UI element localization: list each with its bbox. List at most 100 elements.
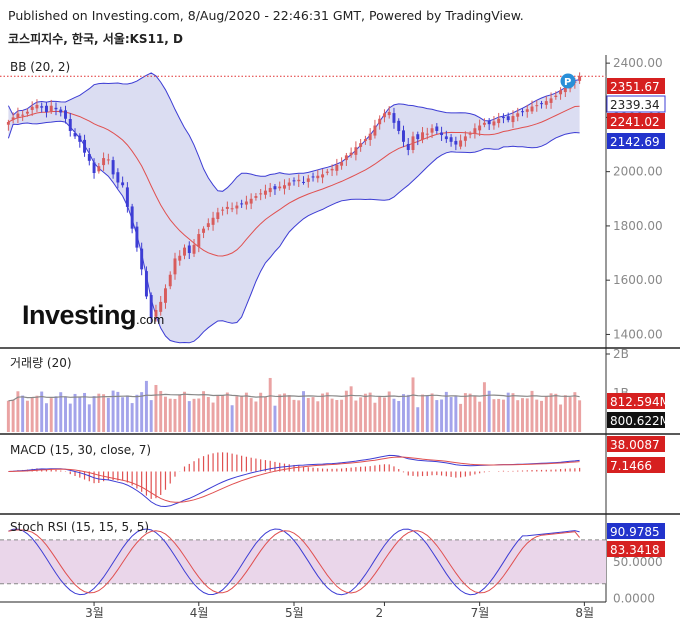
volume-bar [206, 397, 210, 432]
stoch-k-tag: 90.9785 [610, 525, 660, 539]
volume-bar [192, 398, 196, 432]
volume-bar [263, 396, 267, 432]
stoch-tick-label: 0.0000 [613, 591, 655, 605]
candle-body [263, 190, 267, 195]
volume-bar [559, 404, 563, 432]
volume-bar [473, 396, 477, 432]
candle-body [578, 76, 582, 81]
candle-body [525, 109, 529, 112]
volume-bar [187, 401, 191, 432]
candle-body [163, 288, 167, 303]
volume-bar [540, 400, 544, 432]
volume-bar [444, 391, 448, 432]
volume-bar [35, 395, 39, 432]
candle-body [154, 310, 158, 317]
volume-bar [578, 400, 582, 432]
candle-body [116, 172, 120, 183]
candle-body [11, 117, 15, 120]
candle-body [425, 133, 429, 135]
candle-body [368, 133, 372, 140]
volume-bar [173, 398, 177, 432]
volume-bar [402, 394, 405, 432]
bb-mid-tag-bg [607, 113, 665, 129]
volume-bar [149, 400, 153, 432]
volume-bar [454, 395, 458, 432]
volume-bar [183, 391, 186, 432]
candle-body [83, 139, 87, 153]
volume-bar [297, 400, 301, 432]
volume-bar [511, 393, 515, 432]
volume-bar [144, 380, 148, 432]
y-tick-label: 1400.00 [613, 327, 663, 341]
bb-mid-line [8, 105, 580, 257]
candle-body [521, 111, 524, 113]
volume-bar [382, 397, 386, 432]
volume-pane-title: 거래량 (20) [10, 356, 72, 370]
candle-body [140, 248, 144, 270]
macd-signal-tag: 7.1466 [610, 459, 652, 473]
volume-bar [130, 403, 134, 432]
volume-bar [330, 398, 334, 432]
candle-body [225, 206, 229, 209]
candle-body [16, 113, 20, 118]
candle-body [21, 114, 25, 116]
candle-body [54, 107, 58, 110]
candle-body [387, 111, 391, 116]
candle-body [130, 206, 134, 229]
candle-body [244, 201, 248, 205]
stoch-d-line [8, 529, 580, 594]
volume-bar [59, 392, 63, 432]
volume-bar [516, 400, 520, 432]
volume-bar [116, 391, 120, 432]
candle-body [30, 106, 34, 110]
volume-bar [425, 395, 429, 432]
x-tick-label: 5월 [285, 606, 304, 620]
volume-bar [163, 396, 167, 432]
volume-bar [49, 398, 53, 432]
candle-body [106, 159, 110, 161]
candle-body [335, 164, 339, 171]
volume-bar [344, 390, 348, 432]
candle-body [297, 179, 301, 182]
candle-body [235, 205, 239, 209]
volume-bar [102, 394, 106, 432]
candle-body [544, 101, 548, 105]
candle-body [506, 116, 510, 121]
candle-body [25, 111, 29, 114]
candle-body [192, 244, 196, 254]
candle-body [202, 228, 206, 233]
price-pane-title: BB (20, 2) [10, 60, 70, 74]
volume-bar [521, 398, 524, 432]
candle-body [340, 162, 344, 166]
candle-body [373, 125, 377, 136]
candle-body [283, 185, 286, 189]
volume-bar [259, 392, 263, 432]
volume-bar [397, 401, 401, 432]
volume-bar [25, 400, 29, 432]
bb-upper-tag: 2339.34 [610, 98, 660, 112]
candle-body [78, 135, 82, 142]
volume-bar [92, 396, 96, 432]
volume-bar [249, 398, 253, 432]
volume-bar [549, 393, 553, 432]
candle-body [468, 133, 472, 135]
candle-body [421, 132, 425, 140]
candle-body [302, 181, 305, 183]
candle-body [497, 118, 501, 124]
volume-bar [544, 395, 548, 432]
volume-bar [492, 399, 496, 432]
candle-body [173, 258, 177, 275]
volume-bar [568, 397, 572, 432]
volume-bar [335, 400, 339, 432]
macd-pane-title: MACD (15, 30, close, 7) [10, 443, 151, 457]
volume-bar [268, 377, 272, 432]
candle-body [111, 160, 115, 175]
candle-body [554, 95, 558, 97]
candle-body [473, 128, 477, 134]
y-tick-label: 2400.00 [613, 56, 663, 70]
volume-bar [11, 399, 15, 432]
candle-body [149, 294, 153, 319]
volume-bar [54, 396, 58, 432]
volume-bar [106, 397, 110, 432]
candle-body [221, 209, 225, 211]
